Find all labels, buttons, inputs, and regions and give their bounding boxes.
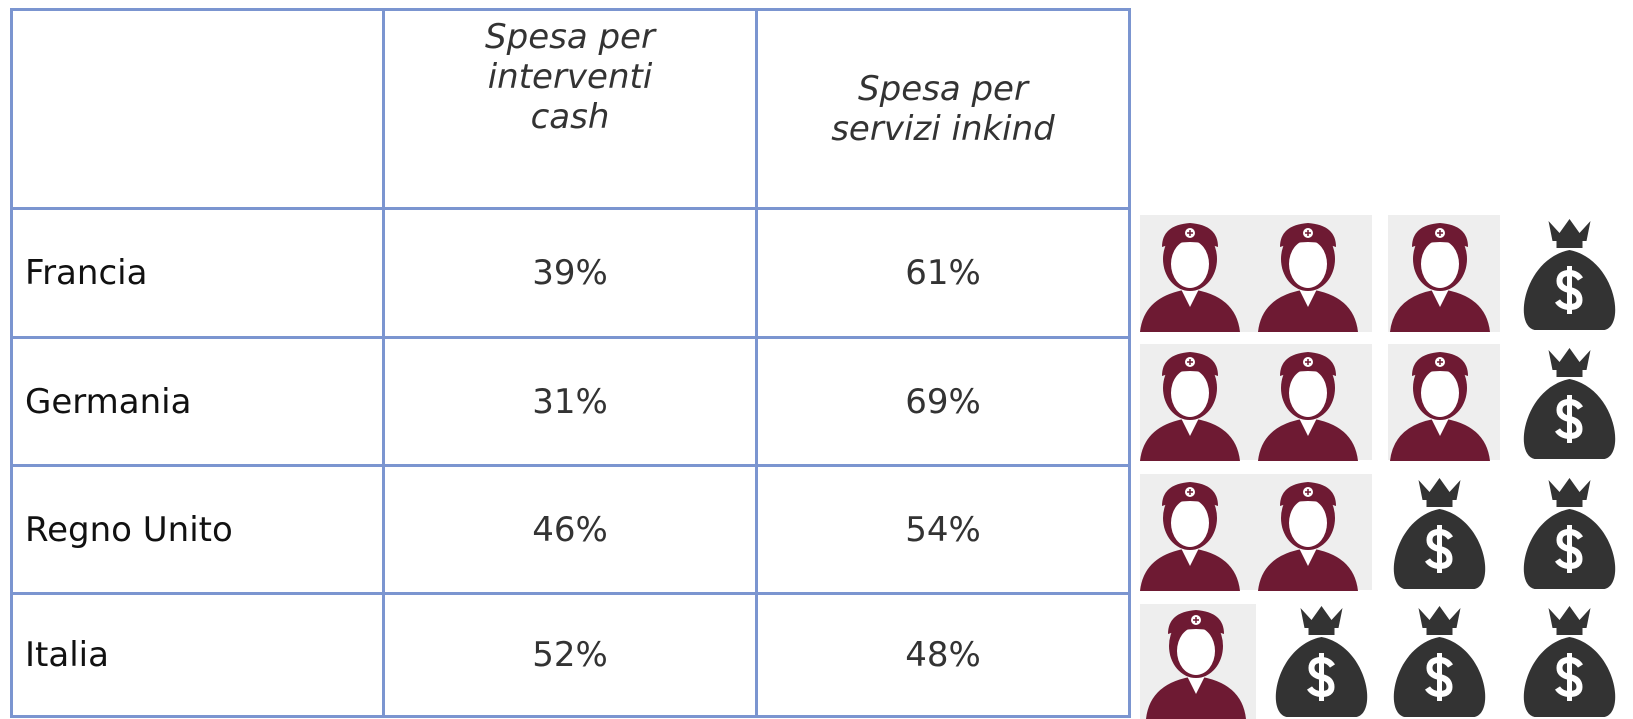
row: Italia 52% 48% — [10, 592, 1131, 718]
bag-icon — [1394, 478, 1485, 589]
header-cell: Spesa per servizi inkind — [755, 8, 1131, 210]
cash-share: 46% — [382, 464, 758, 595]
inkind-share: 54% — [755, 464, 1131, 595]
cash-share: 39% — [382, 207, 758, 339]
country: Francia — [10, 207, 385, 339]
bag-icon — [1524, 348, 1615, 459]
inkind-share: 69% — [755, 336, 1131, 467]
bag-icon — [1394, 606, 1485, 717]
row: Francia 39% 61% — [10, 207, 1131, 339]
cash-share: 52% — [382, 592, 758, 718]
row: Germania 31% 69% — [10, 336, 1131, 467]
country: Regno Unito — [10, 464, 385, 595]
header-cell — [10, 8, 385, 210]
bag-icon — [1524, 606, 1615, 717]
bag-icon — [1524, 219, 1615, 330]
country: Germania — [10, 336, 385, 467]
bag-icon — [1524, 478, 1615, 589]
header-row: Spesa per interventi cash Spesa per serv… — [10, 8, 1131, 210]
row: Regno Unito 46% 54% — [10, 464, 1131, 595]
bag-icon — [1276, 606, 1367, 717]
inkind-share: 48% — [755, 592, 1131, 718]
inkind-share: 61% — [755, 207, 1131, 339]
spending-table: Spesa per interventi cash Spesa per serv… — [10, 8, 1131, 718]
cash-share: 31% — [382, 336, 758, 467]
header-cell: Spesa per interventi cash — [382, 8, 758, 210]
country: Italia — [10, 592, 385, 718]
